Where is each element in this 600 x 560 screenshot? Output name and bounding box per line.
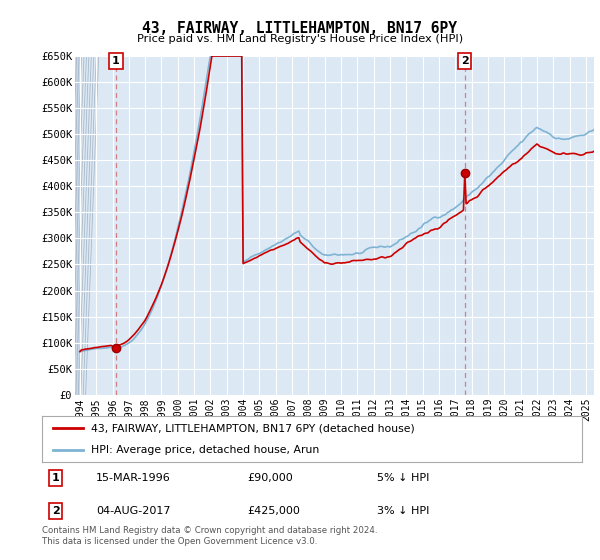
- Text: Contains HM Land Registry data © Crown copyright and database right 2024.
This d: Contains HM Land Registry data © Crown c…: [42, 526, 377, 546]
- Text: 2: 2: [461, 56, 469, 66]
- Text: Price paid vs. HM Land Registry's House Price Index (HPI): Price paid vs. HM Land Registry's House …: [137, 34, 463, 44]
- Text: 15-MAR-1996: 15-MAR-1996: [96, 473, 171, 483]
- Text: £425,000: £425,000: [247, 506, 300, 516]
- Text: 1: 1: [52, 473, 59, 483]
- Text: 43, FAIRWAY, LITTLEHAMPTON, BN17 6PY: 43, FAIRWAY, LITTLEHAMPTON, BN17 6PY: [143, 21, 458, 36]
- Text: 5% ↓ HPI: 5% ↓ HPI: [377, 473, 429, 483]
- Text: 1: 1: [112, 56, 120, 66]
- Text: 43, FAIRWAY, LITTLEHAMPTON, BN17 6PY (detached house): 43, FAIRWAY, LITTLEHAMPTON, BN17 6PY (de…: [91, 423, 415, 433]
- Text: £90,000: £90,000: [247, 473, 293, 483]
- Text: 04-AUG-2017: 04-AUG-2017: [96, 506, 170, 516]
- Text: HPI: Average price, detached house, Arun: HPI: Average price, detached house, Arun: [91, 445, 319, 455]
- Text: 2: 2: [52, 506, 59, 516]
- Text: 3% ↓ HPI: 3% ↓ HPI: [377, 506, 429, 516]
